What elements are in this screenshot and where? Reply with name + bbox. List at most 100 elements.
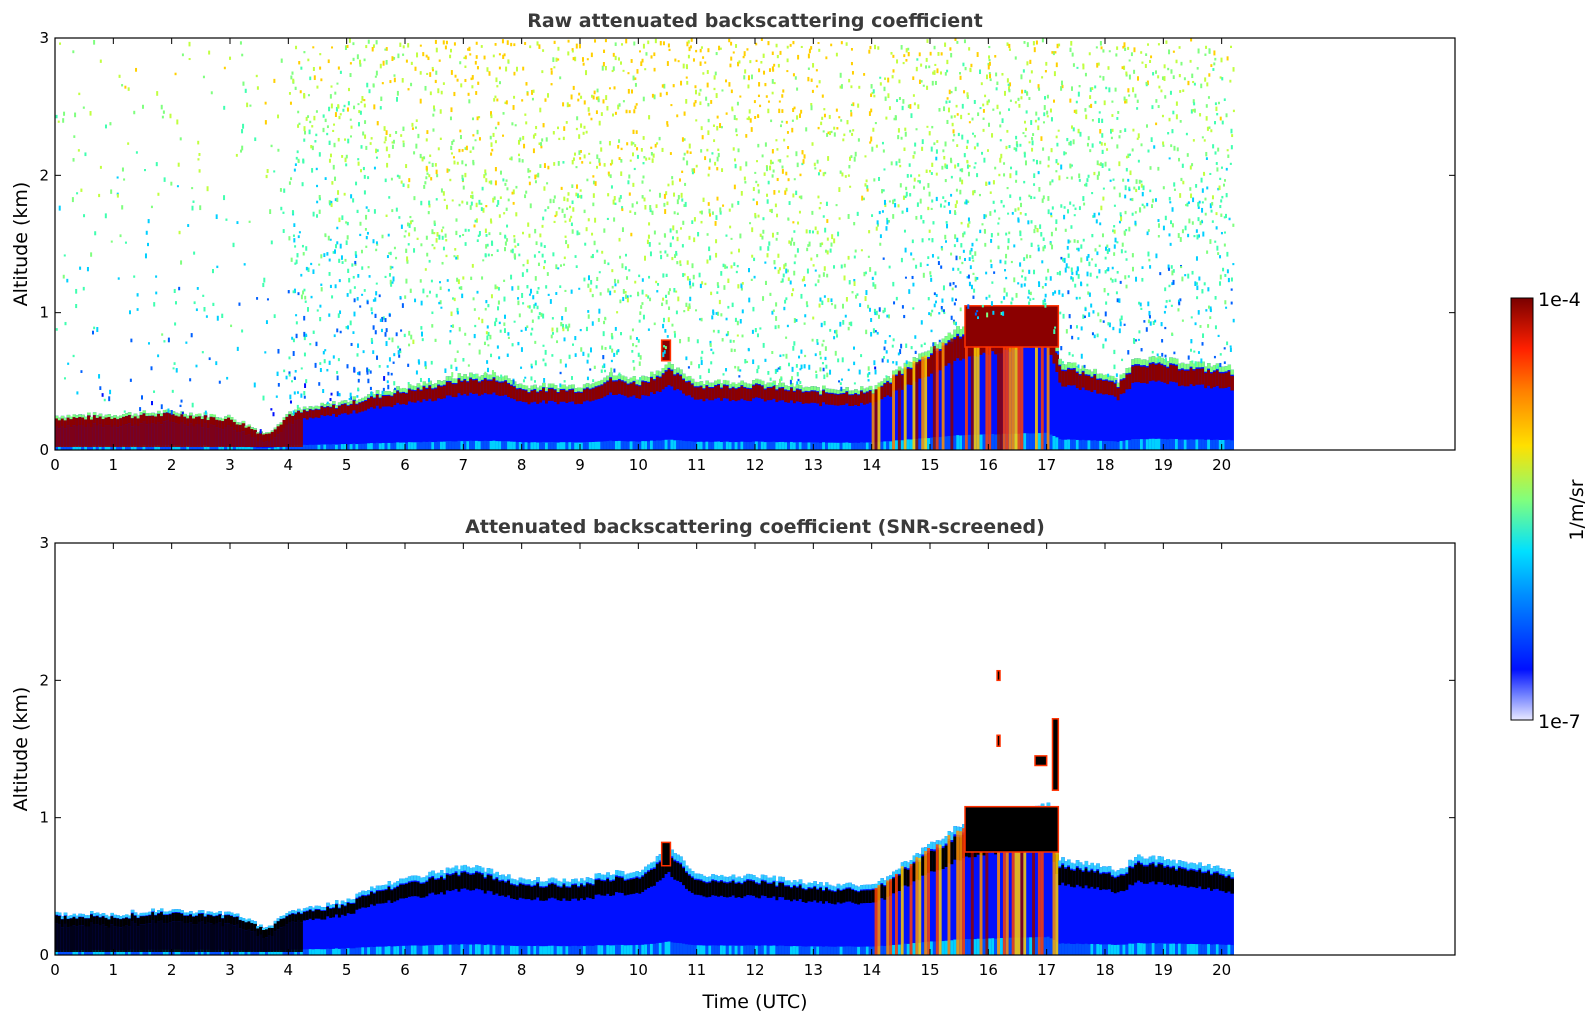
heatmap-column xyxy=(69,416,74,450)
layer-edge-cell xyxy=(539,385,543,390)
noise-pixel xyxy=(1215,212,1218,216)
aerosol-cell xyxy=(685,441,689,450)
noise-pixel xyxy=(464,55,467,60)
noise-pixel xyxy=(706,70,709,74)
heatmap-column xyxy=(536,387,540,450)
noise-pixel xyxy=(612,52,615,57)
noise-pixel xyxy=(1217,187,1220,191)
layer-core-cell xyxy=(92,415,97,424)
aerosol-cell xyxy=(1195,361,1199,450)
noise-pixel xyxy=(1115,373,1118,377)
noise-pixel xyxy=(1215,162,1218,165)
noise-pixel xyxy=(1112,178,1115,181)
heatmap-column xyxy=(221,418,225,450)
aerosol-cell xyxy=(238,446,243,450)
noise-pixel xyxy=(181,411,184,415)
noise-pixel xyxy=(730,348,733,353)
noise-pixel xyxy=(776,54,779,59)
noise-pixel xyxy=(339,310,342,315)
heatmap-column xyxy=(197,413,202,450)
noise-pixel xyxy=(1037,247,1040,252)
layer-core-cell xyxy=(687,381,692,396)
layer-core-cell xyxy=(492,378,497,393)
noise-pixel xyxy=(1217,334,1220,338)
noise-pixel xyxy=(332,164,335,170)
aerosol-cell xyxy=(600,379,604,450)
noise-pixel xyxy=(475,91,478,95)
noise-pixel xyxy=(683,310,686,313)
noise-pixel xyxy=(393,381,396,386)
aerosol-cell xyxy=(652,440,657,450)
layer-edge-cell xyxy=(582,384,587,389)
layer-edge-cell xyxy=(364,396,368,401)
convective-streak xyxy=(1017,318,1022,450)
aerosol-cell xyxy=(600,441,604,450)
noise-pixel xyxy=(588,112,591,116)
noise-pixel xyxy=(936,140,939,143)
layer-core-cell xyxy=(1113,383,1118,397)
noise-pixel xyxy=(499,329,502,333)
aerosol-cell xyxy=(372,393,377,450)
noise-pixel xyxy=(613,278,616,284)
layer-edge-cell xyxy=(469,372,473,378)
heatmap-column xyxy=(302,406,307,450)
heatmap-column xyxy=(466,376,470,450)
aerosol-cell xyxy=(422,441,427,450)
noise-pixel xyxy=(1161,76,1164,80)
noise-pixel xyxy=(1050,231,1053,237)
noise-pixel xyxy=(221,313,224,319)
noise-pixel xyxy=(365,214,368,220)
noise-pixel xyxy=(780,280,783,283)
aerosol-cell xyxy=(722,441,727,450)
layer-core-cell xyxy=(542,388,546,401)
layer-edge-cell xyxy=(230,417,234,420)
aerosol-cell xyxy=(769,382,774,450)
noise-pixel xyxy=(1205,157,1208,160)
noise-pixel xyxy=(579,157,582,160)
noise-pixel xyxy=(611,269,614,273)
noise-pixel xyxy=(381,82,384,85)
noise-pixel xyxy=(359,305,362,308)
noise-pixel xyxy=(420,326,423,330)
noise-pixel xyxy=(433,246,436,250)
heatmap-column xyxy=(1122,373,1127,450)
noise-pixel xyxy=(1030,242,1033,247)
noise-pixel xyxy=(943,205,946,208)
noise-pixel xyxy=(774,266,777,270)
noise-pixel xyxy=(799,380,802,385)
noise-pixel xyxy=(431,244,434,247)
noise-pixel xyxy=(662,323,665,329)
noise-pixel xyxy=(450,145,453,151)
layer-edge-cell xyxy=(763,384,768,389)
aerosol-cell xyxy=(101,445,106,450)
heatmap-column xyxy=(1195,361,1199,450)
layer-edge-cell xyxy=(1090,371,1094,377)
layer-core-cell xyxy=(69,419,74,428)
noise-pixel xyxy=(989,78,992,82)
noise-pixel xyxy=(583,154,586,159)
noise-pixel xyxy=(689,45,692,49)
noise-pixel xyxy=(727,305,730,309)
noise-pixel xyxy=(348,38,351,43)
layer-core-cell xyxy=(778,388,782,401)
layer-edge-cell xyxy=(378,394,383,398)
noise-pixel xyxy=(747,84,750,89)
layer-core-cell xyxy=(1090,377,1094,393)
noise-pixel xyxy=(767,41,770,46)
noise-pixel xyxy=(852,102,855,107)
noise-pixel xyxy=(824,171,827,175)
noise-pixel xyxy=(1208,48,1211,54)
layer-core-cell xyxy=(612,381,616,395)
aerosol-cell xyxy=(1055,437,1059,450)
noise-pixel xyxy=(1019,212,1022,215)
layer-core-cell xyxy=(1067,369,1071,386)
heatmap-column xyxy=(591,383,596,450)
noise-pixel xyxy=(972,190,975,196)
noise-pixel xyxy=(698,92,701,96)
noise-pixel xyxy=(506,187,509,191)
noise-pixel xyxy=(1151,204,1154,209)
layer-edge-cell xyxy=(460,376,464,381)
aerosol-cell xyxy=(822,442,826,450)
noise-pixel xyxy=(1140,51,1143,54)
noise-pixel xyxy=(496,204,499,207)
